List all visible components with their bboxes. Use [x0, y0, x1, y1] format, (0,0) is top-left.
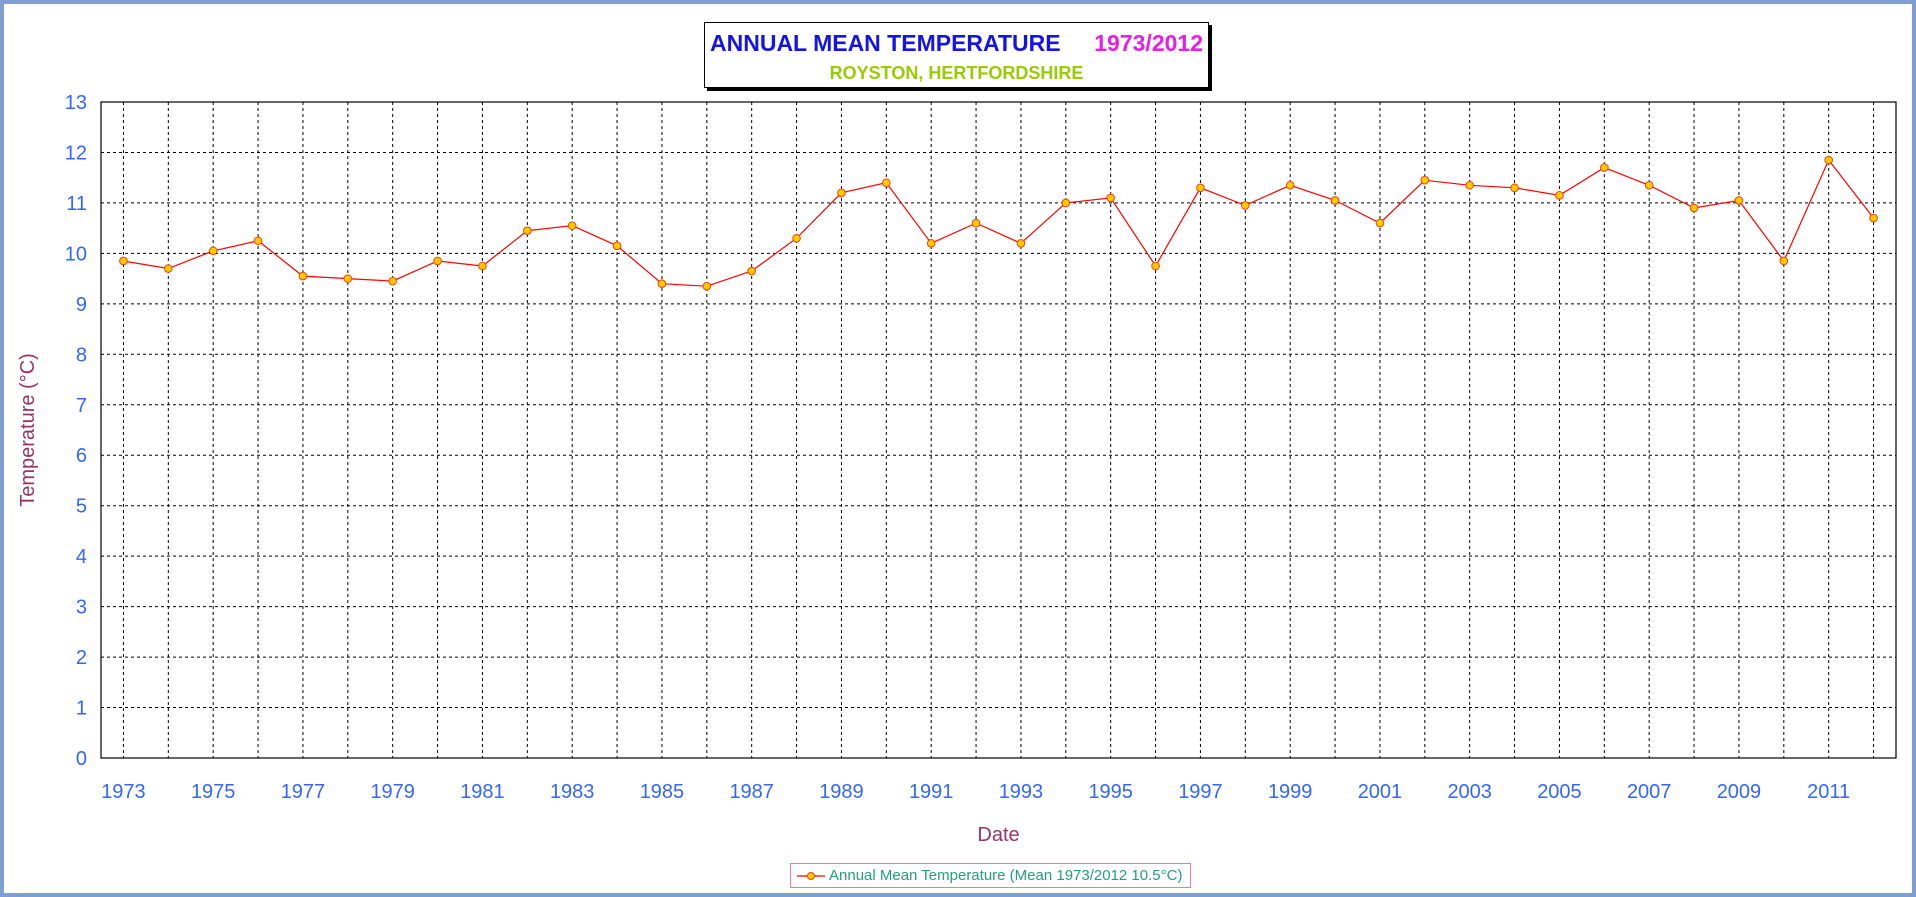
x-tick-label: 2011	[1807, 781, 1850, 803]
data-point	[388, 276, 397, 286]
x-tick-label: 1989	[819, 781, 864, 803]
data-point	[747, 266, 756, 276]
y-tick-label: 12	[65, 142, 87, 164]
data-point	[1241, 201, 1250, 210]
x-tick-label: 1995	[1088, 781, 1133, 803]
y-tick-label: 4	[76, 546, 87, 568]
x-tick-label: 1985	[640, 781, 685, 803]
legend-label: Annual Mean Temperature (Mean 1973/2012 …	[829, 867, 1183, 884]
x-tick-label: 1991	[909, 781, 954, 803]
data-point	[1734, 196, 1744, 205]
y-tick-label: 13	[65, 92, 87, 114]
chart-title-years: 1973/2012	[1094, 30, 1203, 56]
x-tick-label: 2003	[1447, 781, 1492, 803]
x-tick-label: 1973	[101, 781, 146, 803]
data-point	[1375, 218, 1385, 228]
data-point	[702, 281, 712, 291]
x-tick-label: 2009	[1717, 781, 1762, 803]
data-point	[1465, 180, 1474, 190]
data-point	[1285, 180, 1295, 190]
x-tick-label: 1997	[1178, 781, 1223, 803]
data-point	[1644, 180, 1654, 190]
y-tick-label: 3	[76, 597, 87, 619]
data-point	[1510, 183, 1519, 193]
y-tick-label: 5	[76, 496, 87, 518]
data-point	[343, 274, 353, 283]
data-point	[433, 256, 442, 266]
data-point	[1555, 191, 1564, 200]
legend: Annual Mean Temperature (Mean 1973/2012 …	[790, 863, 1192, 888]
x-tick-label: 1999	[1268, 781, 1313, 803]
x-tick-label: 1979	[370, 781, 415, 803]
data-point	[567, 221, 577, 230]
data-point	[298, 271, 308, 281]
y-tick-label: 7	[76, 395, 87, 417]
x-tick-label: 1977	[281, 781, 326, 803]
series-line	[123, 158, 1875, 287]
y-tick-label: 10	[65, 243, 87, 265]
y-tick-label: 9	[76, 294, 87, 316]
x-axis-title: Date	[977, 824, 1019, 846]
data-point	[1689, 203, 1699, 213]
plot-border	[100, 101, 1897, 759]
data-point	[1420, 175, 1430, 185]
x-tick-label: 2005	[1537, 781, 1582, 803]
x-tick-label: 2001	[1358, 781, 1403, 803]
data-point	[253, 236, 263, 246]
data-point	[1824, 155, 1833, 165]
x-tick-label: 2007	[1627, 781, 1672, 803]
data-point	[164, 264, 173, 273]
data-point	[971, 218, 981, 228]
data-point	[837, 188, 846, 198]
data-point	[119, 256, 128, 266]
data-point	[612, 241, 622, 251]
data-point	[523, 226, 532, 235]
y-tick-label: 6	[76, 445, 87, 467]
data-point	[882, 178, 891, 188]
data-point	[1779, 256, 1789, 266]
chart-subtitle: ROYSTON, HERTFORDSHIRE	[829, 63, 1084, 83]
data-point	[1151, 261, 1160, 271]
data-point	[1196, 183, 1205, 193]
chart-title-box: ANNUAL MEAN TEMPERATURE 1973/2012 ROYSTO…	[704, 22, 1209, 88]
x-tick-label: 1975	[191, 781, 236, 803]
y-axis-title: Temperature (°C)	[17, 353, 39, 507]
data-point	[1106, 193, 1115, 203]
data-point	[208, 246, 218, 256]
plot-area	[101, 102, 1896, 758]
data-point	[926, 238, 936, 248]
data-point	[1330, 196, 1340, 205]
y-tick-label: 1	[76, 698, 87, 720]
y-tick-label: 11	[66, 193, 87, 215]
chart-title: ANNUAL MEAN TEMPERATURE	[710, 30, 1061, 56]
data-point	[1016, 238, 1026, 248]
y-tick-label: 2	[76, 647, 87, 669]
data-point	[1061, 198, 1071, 208]
legend-line-marker-icon	[797, 871, 825, 880]
data-point	[478, 261, 487, 271]
x-tick-label: 1981	[460, 781, 505, 803]
x-tick-label: 1993	[999, 781, 1044, 803]
data-point	[1869, 213, 1878, 223]
data-point	[792, 233, 801, 243]
y-tick-label: 8	[76, 344, 87, 366]
data-point	[657, 279, 667, 288]
x-tick-label: 1987	[729, 781, 774, 803]
data-point	[1600, 163, 1609, 172]
x-tick-label: 1983	[550, 781, 595, 803]
y-tick-label: 0	[76, 748, 87, 770]
